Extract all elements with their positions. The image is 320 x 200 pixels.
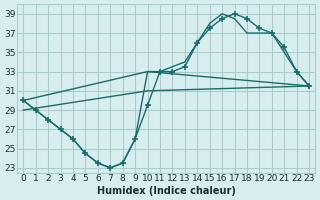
X-axis label: Humidex (Indice chaleur): Humidex (Indice chaleur) bbox=[97, 186, 236, 196]
